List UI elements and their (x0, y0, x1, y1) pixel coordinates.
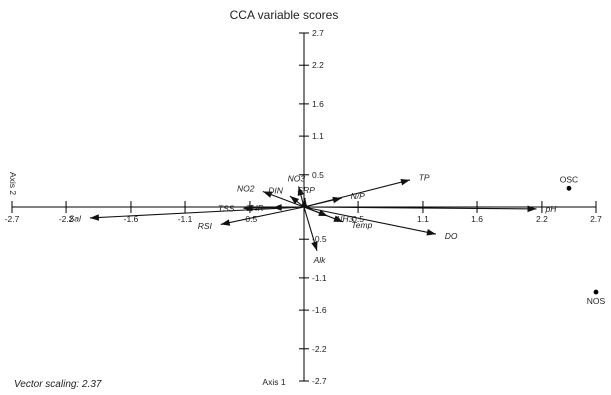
x-tick-label: 1.1 (417, 214, 429, 224)
vector-scaling-note: Vector scaling: 2.37 (14, 379, 102, 390)
y-tick-label: 2.2 (312, 60, 324, 70)
vector-arrowhead-alk (311, 241, 318, 251)
y-ticks: 2.7 2.2 1.6 1.1 0.5 -0.5 -1.1 -1.6 -2.2 -2.7 (299, 28, 327, 386)
vector-label-np: N/P (351, 191, 366, 201)
vector-label-do: DO (445, 231, 458, 241)
vector-label-alk: Alk (313, 255, 327, 265)
vector-arrowhead-no3 (297, 186, 305, 196)
x-tick-label: 2.2 (536, 214, 548, 224)
point-nos (593, 289, 599, 295)
vector-label-no3: NO3 (288, 173, 306, 183)
x-tick-label: -1.6 (124, 214, 139, 224)
vector-sal (89, 206, 305, 219)
vector-arrowhead-temp (333, 215, 343, 222)
vector-arrowhead-np (332, 196, 342, 204)
y-tick-label: 2.7 (312, 28, 324, 38)
x-tick-label: -2.7 (5, 214, 20, 224)
vector-arrowhead-ph (527, 205, 537, 213)
vector-label-no2: NO2 (237, 183, 255, 193)
y-tick-label: -2.7 (312, 376, 327, 386)
x-tick-label: -1.1 (178, 214, 193, 224)
vector-arrowhead-chr (272, 204, 282, 211)
y-tick-label: -0.5 (312, 234, 327, 244)
vector-label-chr: CHR (245, 203, 263, 213)
points: OSC NOS (560, 174, 606, 306)
vector-arrowhead-tp (400, 178, 410, 186)
y-tick-label: 1.1 (312, 131, 324, 141)
vector-arrowhead-rsi (220, 219, 231, 226)
x-ticks: -2.7 -2.2 -1.6 -1.1 -0.5 0.5 1.1 1.6 2.2 2.7 (5, 201, 602, 224)
vector-do (303, 206, 437, 235)
y-tick-label: 1.6 (312, 99, 324, 109)
y-axis-label: Axis 2 (8, 172, 18, 195)
x-tick-label: 2.7 (590, 214, 602, 224)
vector-label-tp: TP (419, 173, 430, 183)
x-axis-label: Axis 1 (262, 377, 285, 387)
vector-arrowhead-tss (243, 204, 253, 212)
y-tick-label: -2.2 (312, 344, 327, 354)
vector-arrowhead-srp (300, 197, 308, 208)
y-tick-label: -1.6 (312, 305, 327, 315)
point-label-osc: OSC (560, 174, 578, 184)
y-tick-label: 0.5 (312, 170, 324, 180)
point-label-nos: NOS (587, 296, 606, 306)
vector-label-nh3: NH3 (336, 214, 353, 224)
point-osc (566, 185, 572, 191)
vector-label-tss: TSS (218, 203, 235, 213)
vector-label-srp: SRP (297, 185, 315, 195)
x-tick-label: 0.5 (352, 214, 364, 224)
vector-arrowhead-nh3 (318, 209, 328, 217)
y-tick-label: -1.1 (312, 273, 327, 283)
vector-ph (303, 206, 537, 210)
x-tick-label: -0.5 (243, 214, 258, 224)
vector-label-ph: pH (545, 204, 558, 214)
chart-title: CCA variable scores (230, 8, 339, 22)
x-tick-label: -2.2 (59, 214, 74, 224)
vector-arrowhead-do (426, 229, 436, 236)
vector-arrowhead-sal (89, 214, 100, 221)
vector-arrowhead-din (289, 196, 300, 205)
vector-label-sal: Sal (69, 213, 82, 223)
vector-label-temp: Temp (351, 220, 372, 230)
vector-rsi (220, 206, 305, 225)
x-tick-label: 1.6 (471, 214, 483, 224)
vector-label-rsi: RSI (198, 221, 213, 231)
vector-label-din: DIN (268, 186, 284, 196)
vector-arrowhead-no2 (262, 191, 273, 198)
